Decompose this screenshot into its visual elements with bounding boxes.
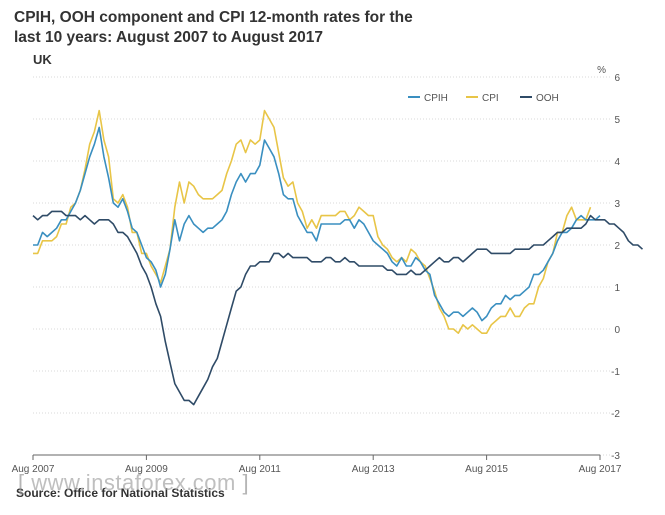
chart-title: CPIH, OOH component and CPI 12-month rat… [14,9,413,46]
y-tick-label: -3 [611,451,620,462]
series-line-cpih [33,126,601,322]
y-tick-label: 0 [614,325,620,336]
legend: CPIH CPI OOH [408,93,559,104]
chart-subtitle: UK [33,52,52,67]
x-tick-label: Aug 2015 [465,464,508,475]
x-tick-label: Aug 2013 [352,464,395,475]
y-axis-unit: % [597,65,606,76]
legend-label-cpi: CPI [482,93,499,104]
y-tick-label: 1 [614,283,620,294]
gridlines [33,76,610,456]
watermark-text: www.instaforex.com [31,470,236,495]
source-note: Source: Office for National Statistics [16,486,225,500]
series-line-cpi [33,109,592,335]
y-tick-label: 5 [614,115,620,126]
x-tick-label: Aug 2017 [579,464,622,475]
x-tick-label: Aug 2007 [12,464,55,475]
series-lines [32,109,644,406]
series-line-ooh [32,210,644,406]
x-axis: Aug 2007 Aug 2009 Aug 2011 Aug 2013 Aug 2015… [12,454,622,475]
y-tick-label: 3 [614,199,620,210]
y-tick-label: 4 [614,157,620,168]
y-tick-label: -2 [611,409,620,420]
legend-label-ooh: OOH [536,93,559,104]
y-tick-label: -1 [611,367,620,378]
y-tick-label: 6 [614,73,620,84]
watermark: [ www.instaforex.com ] [18,470,249,496]
watermark-close-bracket: ] [242,470,250,495]
x-tick-label: Aug 2009 [125,464,168,475]
watermark-open-bracket: [ [18,470,25,495]
y-axis: 6 5 4 3 2 1 0 -1 -2 -3% [597,65,620,462]
y-tick-label: 2 [614,241,620,252]
x-tick-label: Aug 2011 [239,464,282,475]
legend-label-cpih: CPIH [424,93,448,104]
